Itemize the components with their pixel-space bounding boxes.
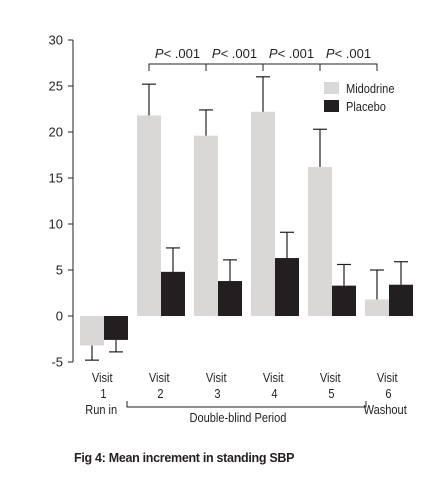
y-tick-label: 30 [49,33,63,48]
bar-placebo [389,284,413,316]
y-tick-label: 10 [49,217,63,232]
bar-placebo [218,281,242,316]
significance-bracket [262,63,321,71]
x-tick-sublabel: Run in [85,402,117,417]
double-blind-bracket [126,401,367,408]
x-tick-label: Visit [92,370,113,385]
legend-swatch-midodrine [324,82,339,94]
p-value: < .001 [221,46,258,61]
significance-label: P< .001 [212,46,257,61]
legend-label-placebo: Placebo [346,99,386,114]
y-tick-label: -5 [51,355,63,370]
x-tick-label-number: 3 [214,386,220,401]
significance-bracket [205,63,264,71]
x-tick-label-number: 1 [100,386,106,401]
double-blind-label: Double-blind Period [189,410,286,425]
significance-label: P< .001 [269,46,314,61]
p-symbol: P [326,46,335,61]
bar-midodrine [194,135,218,316]
x-tick-label: Visit [263,370,284,385]
p-symbol: P [269,46,278,61]
significance-bracket [148,63,207,71]
x-tick-label-number: 2 [157,386,163,401]
x-tick-label: Visit [320,370,341,385]
y-tick-label: 0 [56,309,63,324]
figure-caption: Fig 4: Mean increment in standing SBP [74,451,295,465]
y-tick-label: 20 [49,125,63,140]
significance-label: P< .001 [326,46,371,61]
bar-midodrine [137,115,161,316]
bar-midodrine [365,299,389,316]
p-value: < .001 [335,46,372,61]
bar-midodrine [251,111,275,316]
p-value: < .001 [164,46,201,61]
significance-bracket [319,63,378,71]
bar-placebo [275,258,299,316]
x-tick-label: Visit [206,370,227,385]
bar-midodrine [308,166,332,316]
legend-swatch-placebo [324,100,339,112]
bar-placebo [104,316,128,340]
bar-placebo [161,271,185,316]
p-value: < .001 [278,46,315,61]
significance-label: P< .001 [155,46,200,61]
x-tick-label-number: 5 [328,386,334,401]
y-tick-label: 5 [56,263,63,278]
x-tick-sublabel: Washout [364,402,408,417]
p-symbol: P [155,46,164,61]
bar-midodrine [80,316,104,346]
bar-placebo [332,285,356,316]
y-tick-label: 15 [49,171,63,186]
x-tick-label: Visit [149,370,170,385]
x-tick-label-number: 4 [271,386,277,401]
x-tick-label-number: 6 [385,386,391,401]
y-tick-label: 25 [49,79,63,94]
legend-label-midodrine: Midodrine [346,81,395,96]
x-tick-label: Visit [377,370,398,385]
p-symbol: P [212,46,221,61]
